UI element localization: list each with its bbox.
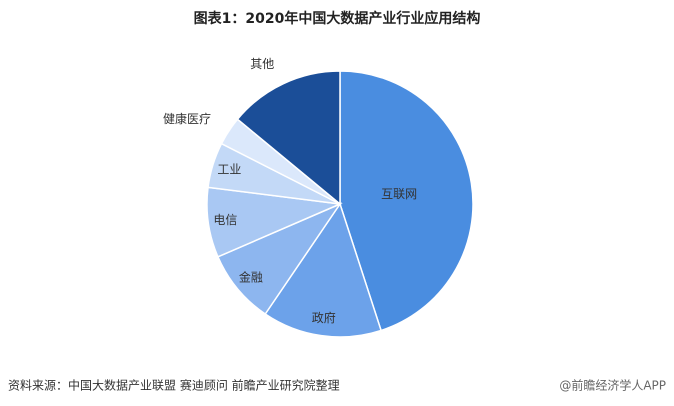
chart-title: 图表1：2020年中国大数据产业行业应用结构 — [194, 10, 481, 27]
slice-label: 其他 — [250, 57, 274, 71]
slice-label: 政府 — [312, 310, 336, 325]
slice-label: 健康医疗 — [163, 111, 211, 126]
slice-label: 工业 — [217, 162, 241, 176]
slice-label: 金融 — [239, 269, 263, 284]
slice-label: 电信 — [213, 213, 237, 227]
pie-slice — [264, 202, 383, 338]
pie-slice — [236, 70, 341, 206]
pie-slice — [339, 70, 474, 332]
source-note: 资料来源：中国大数据产业联盟 赛迪顾问 前瞻产业研究院整理 — [8, 378, 340, 393]
slice-label: 互联网 — [381, 187, 417, 201]
watermark: @前瞻经济学人APP — [559, 378, 666, 393]
